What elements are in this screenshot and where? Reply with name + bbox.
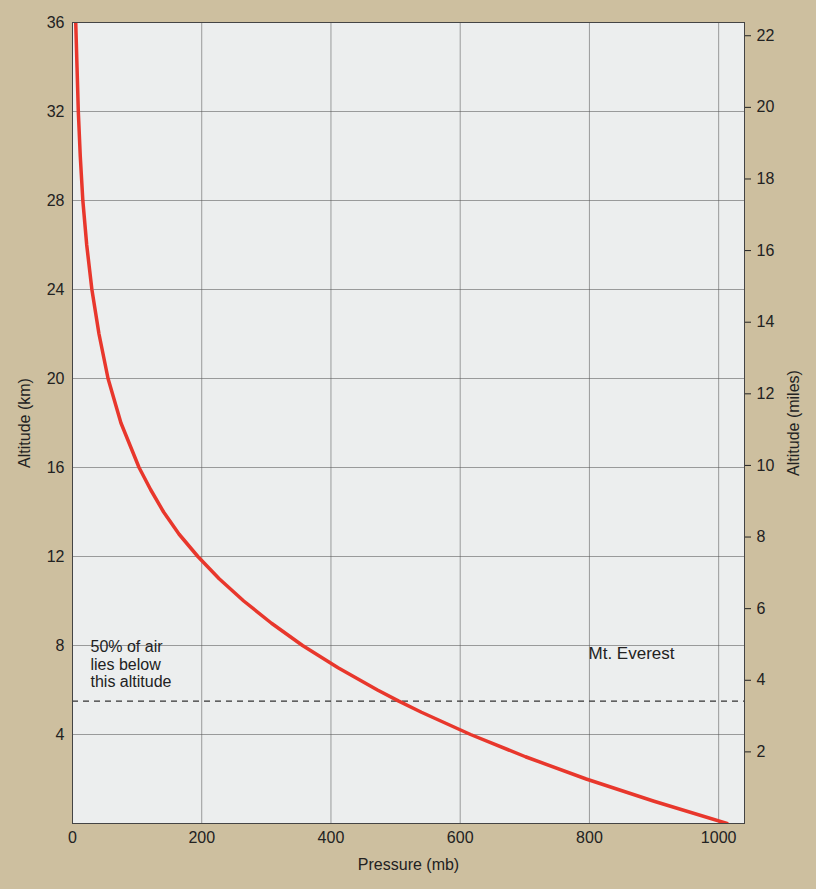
svg-text:24: 24 [47, 281, 65, 298]
svg-text:36: 36 [47, 14, 65, 31]
svg-text:800: 800 [576, 829, 603, 846]
svg-text:12: 12 [47, 548, 65, 565]
svg-text:32: 32 [47, 103, 65, 120]
svg-text:0: 0 [68, 829, 77, 846]
svg-text:50% of airlies belowthis altit: 50% of airlies belowthis altitude [91, 638, 172, 690]
svg-text:400: 400 [318, 829, 345, 846]
svg-text:10: 10 [757, 457, 775, 474]
svg-text:600: 600 [447, 829, 474, 846]
svg-text:18: 18 [757, 170, 775, 187]
svg-text:6: 6 [757, 600, 766, 617]
svg-text:Altitude (miles): Altitude (miles) [785, 370, 802, 476]
svg-text:14: 14 [757, 313, 775, 330]
svg-text:200: 200 [188, 829, 215, 846]
svg-text:16: 16 [47, 459, 65, 476]
svg-text:4: 4 [56, 726, 65, 743]
svg-text:2: 2 [757, 743, 766, 760]
svg-text:22: 22 [757, 27, 775, 44]
svg-text:Pressure (mb): Pressure (mb) [358, 856, 459, 873]
svg-text:4: 4 [757, 671, 766, 688]
svg-text:28: 28 [47, 192, 65, 209]
svg-text:Mt. Everest: Mt. Everest [589, 644, 675, 663]
svg-text:20: 20 [47, 370, 65, 387]
svg-text:8: 8 [56, 637, 65, 654]
svg-text:Altitude (km): Altitude (km) [16, 378, 33, 468]
svg-text:20: 20 [757, 98, 775, 115]
svg-text:1000: 1000 [701, 829, 737, 846]
svg-text:8: 8 [757, 528, 766, 545]
svg-text:16: 16 [757, 242, 775, 259]
svg-text:12: 12 [757, 385, 775, 402]
